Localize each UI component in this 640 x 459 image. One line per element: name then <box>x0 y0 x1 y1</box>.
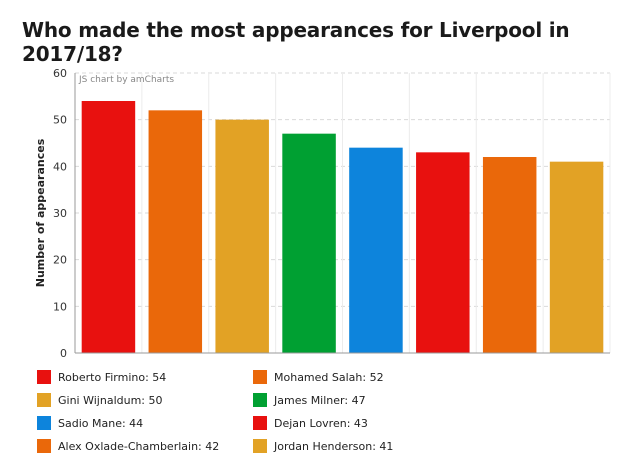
legend-label: Gini Wijnaldum: 50 <box>58 393 163 407</box>
legend-swatch <box>37 416 51 430</box>
legend-item[interactable]: Gini Wijnaldum: 50 <box>37 392 253 408</box>
bar-sadio-mane[interactable] <box>349 147 403 353</box>
y-tick-label: 60 <box>53 67 67 80</box>
chart-legend: Roberto Firmino: 54 Mohamed Salah: 52 Gini… <box>37 369 597 454</box>
bar-roberto-firmino[interactable] <box>81 101 136 353</box>
bar-dejan-lovren[interactable] <box>416 152 470 353</box>
y-axis-label: Number of appearances <box>34 138 47 287</box>
legend-swatch <box>253 393 267 407</box>
legend-label: Dejan Lovren: 43 <box>274 416 368 430</box>
y-tick-label: 40 <box>53 160 67 173</box>
y-tick-label: 50 <box>53 114 67 127</box>
legend-swatch <box>253 439 267 453</box>
legend-swatch <box>253 416 267 430</box>
legend-item[interactable]: Roberto Firmino: 54 <box>37 369 253 385</box>
chart-credit[interactable]: JS chart by amCharts <box>78 75 174 85</box>
legend-label: Roberto Firmino: 54 <box>58 370 167 384</box>
legend-item[interactable]: Dejan Lovren: 43 <box>253 415 469 431</box>
bar-chart: 0 10 20 30 40 50 60 JS chart by amCharts Numbe… <box>34 67 611 360</box>
bar-james-milner[interactable] <box>282 133 336 353</box>
legend-swatch <box>37 393 51 407</box>
legend-swatch <box>253 370 267 384</box>
chart-axes: 0 10 20 30 40 50 60 <box>53 67 610 360</box>
page-title: Who made the most appearances for Liverp… <box>22 18 570 66</box>
legend-item[interactable]: Jordan Henderson: 41 <box>253 438 469 454</box>
bar-alex-oxlade-chamberlain[interactable] <box>482 157 537 353</box>
bar-mohamed-salah[interactable] <box>148 110 203 353</box>
legend-label: Jordan Henderson: 41 <box>274 439 394 453</box>
legend-label: James Milner: 47 <box>274 393 366 407</box>
legend-swatch <box>37 370 51 384</box>
chart-grid <box>75 72 611 353</box>
legend-item[interactable]: Alex Oxlade-Chamberlain: 42 <box>37 438 253 454</box>
legend-label: Mohamed Salah: 52 <box>274 370 384 384</box>
y-tick-label: 0 <box>60 347 67 360</box>
legend-item[interactable]: Sadio Mane: 44 <box>37 415 253 431</box>
y-tick-label: 10 <box>53 300 67 313</box>
legend-swatch <box>37 439 51 453</box>
legend-label: Sadio Mane: 44 <box>58 416 144 430</box>
legend-label: Alex Oxlade-Chamberlain: 42 <box>58 439 220 453</box>
legend-item[interactable]: Mohamed Salah: 52 <box>253 369 469 385</box>
bar-jordan-henderson[interactable] <box>549 161 604 353</box>
chart-bars <box>81 101 604 354</box>
y-tick-label: 30 <box>53 207 67 220</box>
bar-gini-wijnaldum[interactable] <box>215 119 269 354</box>
y-tick-label: 20 <box>53 254 67 267</box>
legend-item[interactable]: James Milner: 47 <box>253 392 469 408</box>
